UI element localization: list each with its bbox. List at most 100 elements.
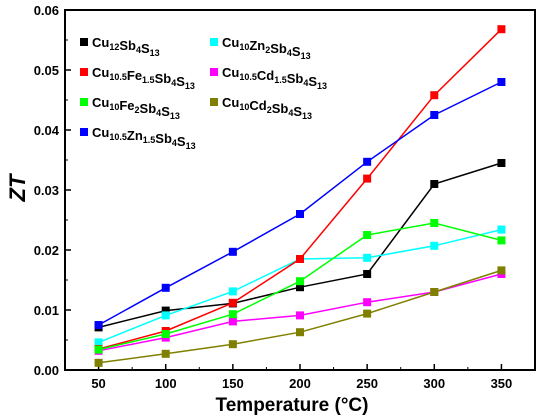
legend-text-part: Cu [222, 65, 239, 80]
legend-text-part: Sb [140, 101, 157, 116]
series-5 [94, 266, 506, 367]
legend-subscript: 10.5 [109, 132, 127, 142]
data-point [161, 330, 170, 338]
data-point [363, 157, 372, 166]
legend-text-part: Fe [127, 68, 142, 83]
data-point [497, 266, 506, 275]
x-tick-label: 150 [222, 376, 244, 391]
legend-label: Cu10.5Zn1.5Sb4S13 [92, 125, 196, 151]
y-tick-label: 0.03 [34, 183, 59, 198]
x-tick-label: 100 [155, 376, 177, 391]
data-point [161, 283, 170, 292]
legend-item: Cu10Fe2Sb4S13 [80, 95, 180, 121]
legend-marker [80, 128, 88, 136]
legend-item: Cu10Cd2Sb4S13 [210, 95, 312, 121]
legend-label: Cu10.5Fe1.5Sb4S13 [92, 65, 195, 91]
legend-text-part: Zn [249, 38, 265, 53]
legend-text-part: Cu [92, 35, 109, 50]
legend-text-part: S [308, 74, 317, 89]
legend-text-part: S [293, 104, 302, 119]
legend-text-part: Fe [119, 98, 134, 113]
legend-subscript: 13 [150, 48, 160, 58]
legend-text-part: Sb [155, 131, 172, 146]
data-point [296, 255, 304, 263]
legend-subscript: 13 [170, 111, 180, 121]
x-tick-label: 300 [423, 376, 445, 391]
legend-subscript: 4 [287, 48, 292, 58]
legend-text-part: S [176, 74, 185, 89]
legend-label: Cu10Cd2Sb4S13 [222, 95, 312, 121]
data-point [228, 287, 237, 296]
legend-subscript: 10.5 [109, 72, 127, 82]
legend-subscript: 2 [135, 105, 140, 115]
legend-label: Cu10Zn2Sb4S13 [222, 35, 311, 61]
data-point [497, 159, 506, 167]
data-point [363, 253, 372, 262]
data-point [430, 180, 439, 188]
y-tick-label: 0.05 [34, 63, 59, 78]
legend-text-part: Cu [222, 95, 239, 110]
legend-text-part: Cu [92, 125, 109, 140]
data-point [228, 340, 237, 349]
x-tick-label: 350 [491, 376, 513, 391]
legend-subscript: 1.5 [142, 75, 155, 85]
data-point [94, 345, 103, 354]
data-point [161, 349, 170, 358]
data-point [228, 310, 237, 319]
legend-marker [210, 38, 218, 46]
legend-subscript: 13 [301, 51, 311, 61]
data-point [430, 91, 439, 100]
data-point [296, 311, 304, 320]
legend-item: Cu10.5Cd1.5Sb4S13 [210, 65, 327, 91]
series-4 [94, 219, 506, 354]
data-point [296, 328, 304, 337]
legend-text-part: Sb [270, 41, 287, 56]
data-point [161, 306, 170, 315]
legend-text-part: S [141, 41, 150, 56]
legend-subscript: 4 [303, 78, 308, 88]
legend-text-part: S [292, 44, 301, 59]
data-point [363, 270, 372, 278]
legend-text-part: Sb [155, 71, 172, 86]
data-point [497, 225, 506, 234]
data-point [430, 111, 439, 119]
legend-subscript: 10 [239, 102, 249, 112]
legend-subscript: 4 [172, 138, 177, 148]
data-point [296, 283, 304, 292]
series-6 [94, 78, 506, 329]
x-tick-label: 200 [289, 376, 311, 391]
legend-text-part: Cu [92, 95, 109, 110]
legend-subscript: 4 [171, 78, 176, 88]
legend-text-part: Cd [249, 98, 266, 113]
legend-subscript: 10 [239, 42, 249, 52]
data-point [363, 309, 372, 318]
data-point [497, 236, 506, 245]
legend-marker [80, 98, 88, 106]
data-point [497, 78, 506, 86]
legend-text-part: S [177, 134, 186, 149]
legend-subscript: 1.5 [143, 135, 156, 145]
legend-marker [80, 38, 88, 46]
y-axis-label: ZT [5, 173, 30, 202]
legend-item: Cu10.5Fe1.5Sb4S13 [80, 65, 195, 91]
legend-marker [80, 68, 88, 76]
data-point [94, 321, 103, 329]
legend-subscript: 12 [109, 42, 119, 52]
legend-text-part: Cu [222, 35, 239, 50]
data-point [430, 241, 439, 250]
x-tick-label: 250 [356, 376, 378, 391]
legend-subscript: 4 [288, 108, 293, 118]
legend-subscript: 2 [265, 45, 270, 55]
legend-item: Cu10Zn2Sb4S13 [210, 35, 311, 61]
legend-subscript: 13 [186, 141, 196, 151]
data-point [363, 231, 372, 239]
legend-text-part: Zn [127, 128, 143, 143]
legend-marker [210, 98, 218, 106]
series-0 [94, 159, 506, 332]
legend-text-part: Cu [92, 65, 109, 80]
legend-label: Cu10Fe2Sb4S13 [92, 95, 180, 121]
legend-label: Cu10.5Cd1.5Sb4S13 [222, 65, 327, 91]
axes-layer: 50 100 150 200 250 300 350 0.00 0.01 0.02 0.03 0.04… [34, 3, 536, 391]
y-tick-label: 0.04 [34, 123, 60, 138]
data-point [296, 210, 304, 218]
